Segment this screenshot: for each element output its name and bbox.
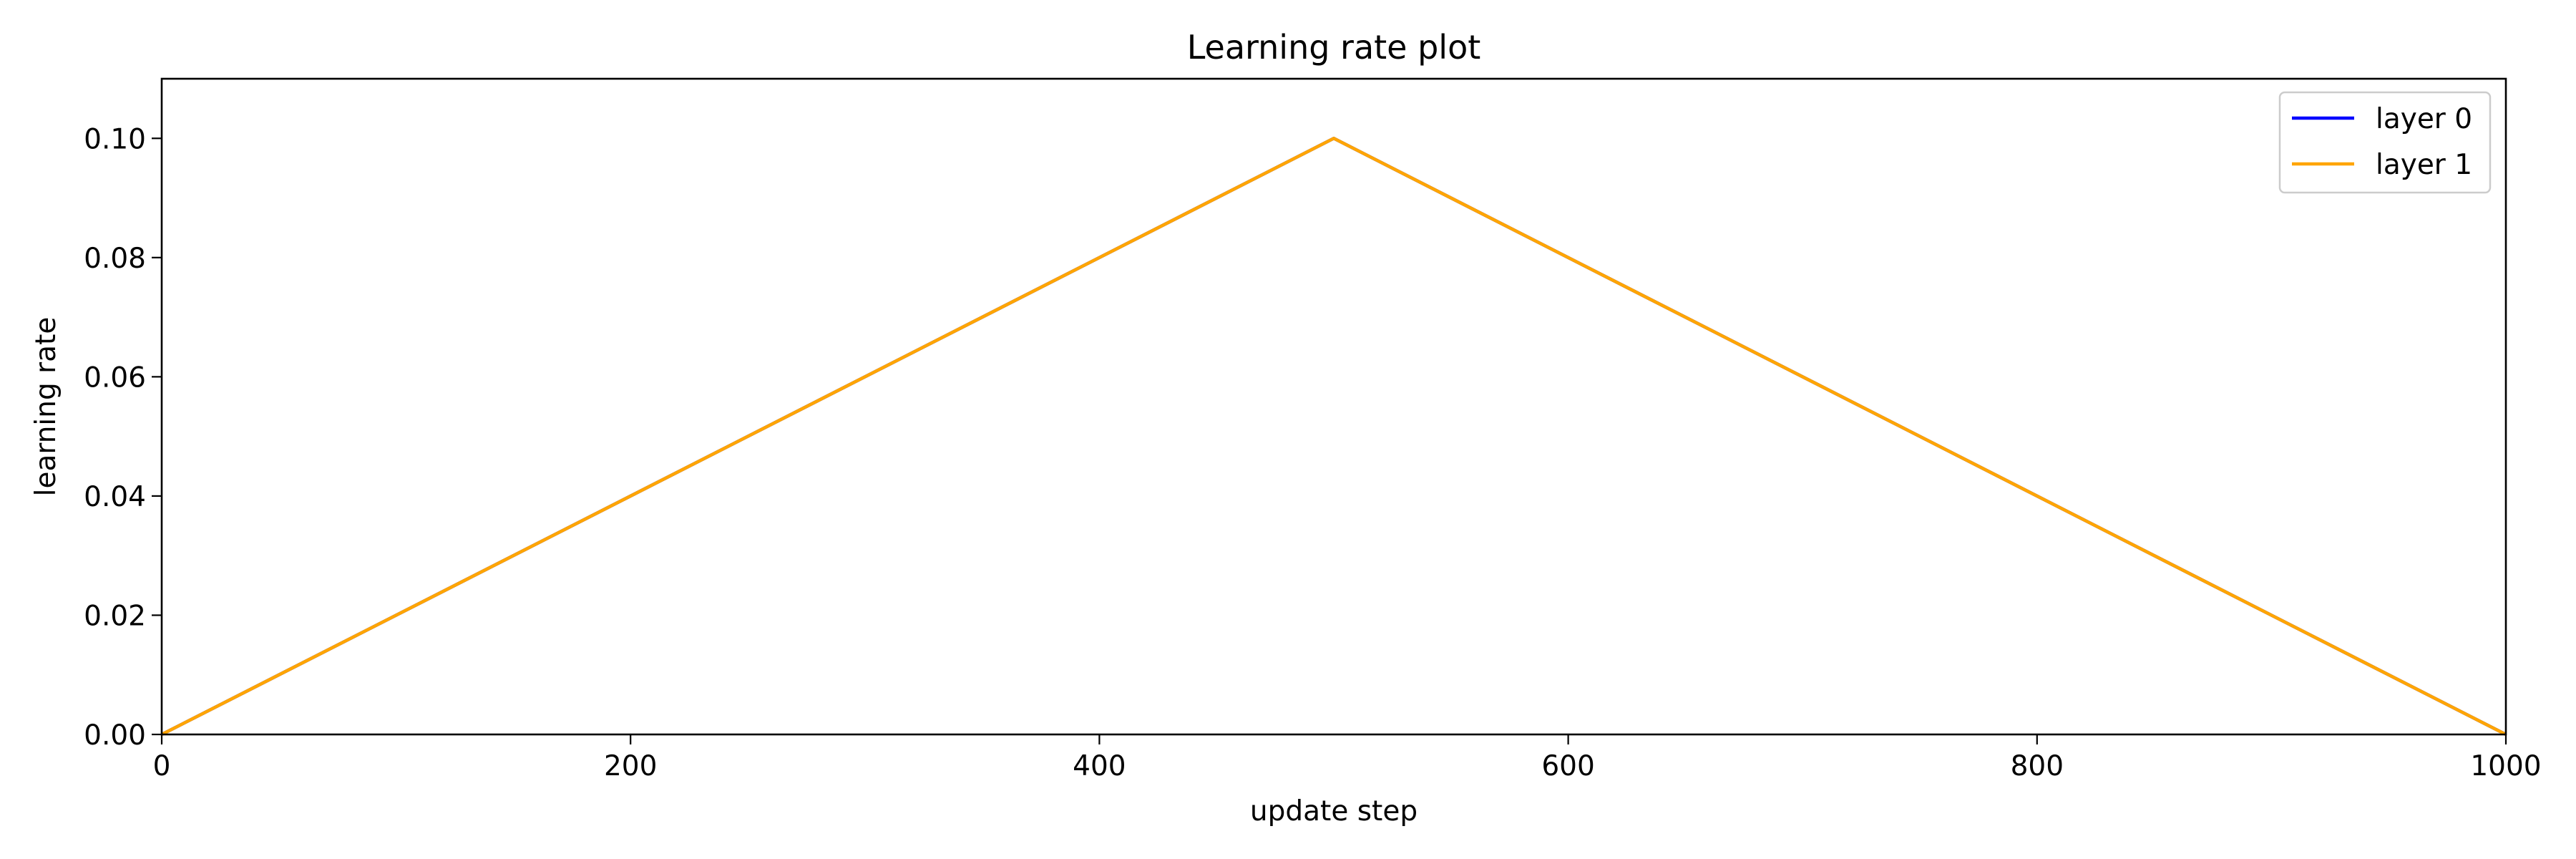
x-tick-label: 600 [1541,750,1594,782]
y-tick-label: 0.06 [84,361,146,394]
plot-area-frame [160,77,2507,736]
series-line-layer-1 [160,137,2507,737]
y-tick-label: 0.00 [84,719,146,752]
x-tick-label: 400 [1073,750,1126,782]
y-axis-ticks: 0.00 0.02 0.04 0.06 0.08 0.10 [84,123,162,752]
x-tick-label: 200 [604,750,657,782]
y-tick-label: 0.10 [84,123,146,155]
x-axis-label: update step [1250,795,1418,828]
x-axis-ticks: 0 200 400 600 800 1000 [153,734,2542,782]
series-lines [160,137,2507,737]
y-axis-label: learning rate [30,317,62,497]
legend-label: layer 1 [2376,149,2472,181]
y-tick-label: 0.02 [84,600,146,632]
legend-label: layer 0 [2376,103,2472,135]
series-line-layer-0 [160,137,2507,737]
y-tick-label: 0.08 [84,243,146,275]
x-tick-label: 800 [2011,750,2064,782]
x-tick-label: 0 [153,750,171,782]
y-tick-label: 0.04 [84,481,146,513]
chart-title: Learning rate plot [1187,28,1481,67]
legend: layer 0 layer 1 [2278,91,2492,194]
x-tick-label: 1000 [2470,750,2541,782]
